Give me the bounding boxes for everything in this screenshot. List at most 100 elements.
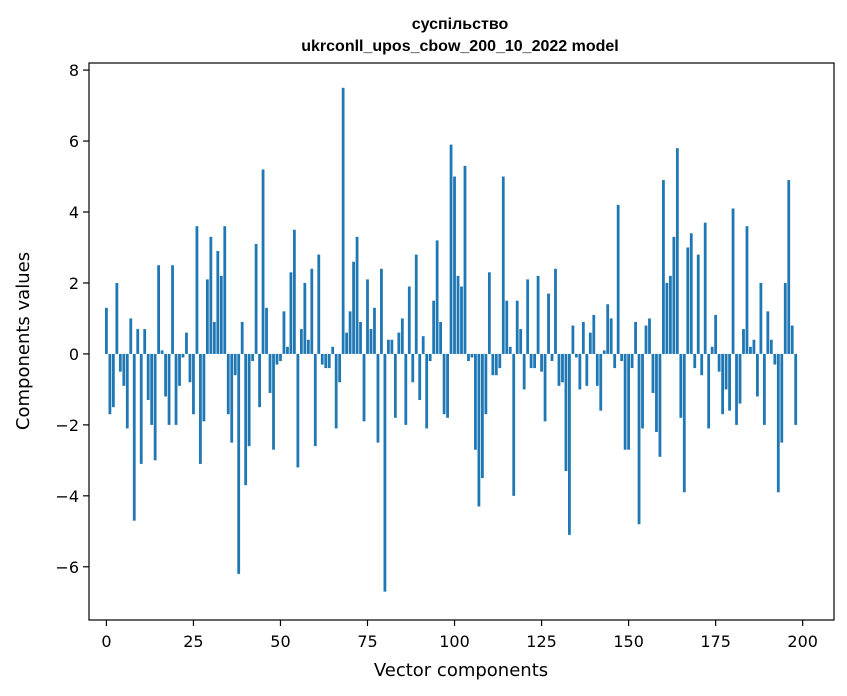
bar — [407, 286, 411, 354]
bar — [268, 353, 272, 393]
bar — [456, 275, 460, 354]
bar — [265, 307, 268, 354]
bar — [686, 247, 690, 354]
bar — [414, 254, 418, 354]
bar — [766, 311, 770, 354]
bar — [721, 353, 724, 415]
bar — [418, 353, 422, 401]
bar — [689, 233, 693, 354]
bar — [293, 229, 296, 354]
bar — [453, 176, 456, 354]
bar — [223, 226, 227, 354]
bar — [470, 353, 474, 358]
bar — [125, 353, 129, 429]
bar — [731, 208, 735, 354]
bar — [380, 268, 383, 354]
x-tick-label: 200 — [787, 632, 818, 651]
bar — [672, 236, 676, 354]
bar — [526, 279, 530, 354]
bar — [404, 353, 408, 425]
bar — [787, 180, 791, 354]
bar — [233, 353, 237, 376]
bar — [226, 353, 230, 415]
bar — [505, 300, 509, 354]
bar — [188, 353, 192, 383]
bar — [568, 353, 571, 535]
bar — [446, 353, 449, 418]
bar — [366, 279, 369, 354]
bar — [561, 353, 564, 383]
bar — [317, 254, 321, 354]
bar — [630, 353, 634, 369]
bar — [613, 353, 617, 369]
bar — [623, 353, 627, 450]
bar — [714, 314, 718, 354]
bar — [780, 353, 784, 443]
bar — [164, 353, 167, 397]
bar — [655, 353, 658, 432]
bar — [432, 300, 436, 354]
bar — [522, 353, 526, 390]
bar — [644, 325, 648, 354]
bar — [320, 353, 324, 365]
bar — [693, 353, 697, 369]
bar — [397, 332, 401, 354]
bar — [275, 353, 279, 365]
bar — [665, 282, 669, 354]
x-tick-label: 175 — [700, 632, 731, 651]
bar — [341, 87, 345, 354]
y-axis-ticks: −6 −4 −2 0 2 4 6 8 — [55, 61, 89, 577]
bar — [237, 353, 241, 574]
bar — [359, 321, 362, 354]
bar — [484, 353, 488, 415]
y-tick-label: 6 — [69, 132, 79, 151]
bar — [641, 353, 644, 429]
bar — [178, 353, 181, 386]
bar — [400, 318, 404, 354]
bar — [230, 353, 234, 443]
bar — [515, 300, 519, 354]
bar — [167, 353, 171, 425]
bar — [651, 353, 655, 393]
bar — [700, 353, 704, 376]
bar — [662, 180, 665, 354]
bar — [303, 282, 307, 354]
bar — [717, 353, 721, 372]
bar — [578, 353, 582, 390]
bar — [467, 353, 470, 362]
y-tick-label: 8 — [69, 61, 79, 80]
bar — [428, 353, 432, 362]
bar — [487, 272, 491, 354]
bar — [209, 236, 213, 354]
bar — [762, 353, 766, 425]
bar — [543, 353, 547, 422]
bar — [306, 339, 310, 354]
bar — [756, 353, 759, 397]
bar — [216, 251, 220, 354]
bar — [634, 321, 637, 354]
bar — [707, 353, 711, 429]
bar — [742, 329, 745, 354]
bar — [279, 353, 282, 362]
x-tick-label: 150 — [613, 632, 644, 651]
bar — [752, 339, 756, 354]
bar — [171, 265, 174, 354]
bar — [749, 346, 752, 354]
bar — [244, 353, 248, 486]
bar — [460, 286, 463, 354]
bar — [199, 353, 202, 464]
bars-group — [105, 87, 798, 592]
bar — [547, 293, 550, 354]
bar — [463, 165, 467, 354]
plot-frame — [88, 62, 835, 621]
bar — [108, 353, 112, 415]
bar — [421, 336, 425, 354]
bar — [425, 353, 429, 429]
bar — [355, 236, 359, 354]
bar — [150, 353, 154, 425]
bar — [728, 353, 731, 411]
bar — [592, 314, 596, 354]
bar — [139, 353, 143, 464]
bar — [682, 353, 686, 493]
